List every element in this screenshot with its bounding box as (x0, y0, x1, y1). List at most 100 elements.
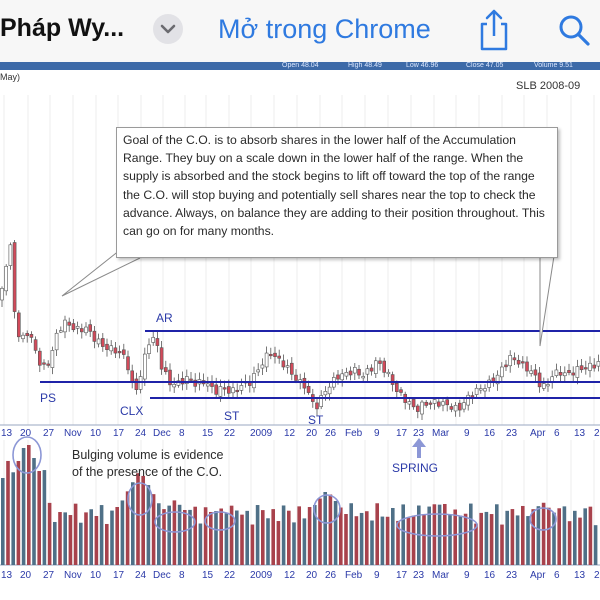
tick-label: 17 (113, 570, 125, 581)
tick-label: Mar (432, 570, 450, 581)
chevron-down-icon[interactable] (153, 14, 183, 44)
candle-body (8, 244, 13, 266)
candle-body (29, 334, 34, 338)
volume-bar (578, 517, 582, 565)
volume-bar (396, 520, 400, 565)
volume-bar (526, 516, 530, 565)
search-icon[interactable] (556, 12, 594, 50)
tick-label: 2 (594, 570, 600, 581)
volume-bar (157, 503, 161, 565)
volume-bar (307, 507, 312, 565)
tick-label: 10 (90, 428, 102, 439)
candle-body (12, 242, 17, 312)
candle-body (260, 364, 265, 369)
candle-body (21, 334, 25, 340)
tick-label: 22 (224, 428, 236, 439)
volume-bar (110, 510, 114, 565)
tick-label: 13 (574, 428, 586, 439)
tick-label: 22 (224, 570, 236, 581)
candle-body (520, 361, 525, 364)
candle-body (289, 362, 294, 375)
tick-label: 17 (113, 428, 125, 439)
candle-body (571, 372, 576, 376)
candle-body (117, 351, 122, 354)
tick-label: 12 (284, 428, 296, 439)
volume-bar (562, 506, 567, 565)
candle-body (583, 367, 588, 370)
candle-body (567, 370, 571, 374)
tick-label: Feb (345, 428, 363, 439)
candle-body (487, 379, 492, 388)
tick-label: 13 (1, 570, 13, 581)
volume-bar (177, 504, 182, 565)
tick-label: 20 (306, 428, 318, 439)
candle-body (558, 372, 563, 376)
candle-body (227, 386, 231, 394)
clx-label: CLX (120, 404, 144, 418)
volume-bar (58, 512, 62, 565)
candle-body (143, 353, 147, 380)
st-label-2: ST (308, 413, 324, 427)
candle-body (294, 374, 298, 381)
candle-body (214, 384, 218, 395)
candle-body (373, 360, 378, 374)
tick-label: 17 (396, 570, 408, 581)
open-in-chrome-link[interactable]: Mở trong Chrome (218, 14, 431, 44)
share-icon[interactable] (476, 8, 512, 52)
volume-bar (521, 505, 525, 565)
candle-body (525, 361, 529, 372)
candle-body (546, 384, 550, 387)
volume-bar (255, 505, 260, 565)
volume-bar (229, 505, 234, 565)
tick-label: 23 (506, 428, 518, 439)
volume-bar (432, 504, 437, 565)
volume-bar (359, 512, 364, 565)
volume-bar (515, 515, 520, 565)
volume-value: Volume 9.51 (534, 62, 573, 69)
candle-body (537, 372, 542, 388)
candle-body (306, 385, 311, 393)
candle-body (424, 401, 429, 406)
tick-label: 16 (484, 428, 496, 439)
candle-body (516, 359, 521, 365)
candle-body (206, 383, 210, 387)
tick-label: Nov (64, 428, 82, 439)
tick-label: 6 (554, 570, 560, 581)
volume-bar (391, 507, 395, 565)
volume-bar (141, 475, 145, 565)
candle-body (193, 379, 197, 387)
candle-body (512, 357, 517, 361)
volume-bar (219, 508, 223, 565)
candle-body (436, 401, 441, 407)
volume-bar (531, 509, 535, 565)
price-info-bar: Open 48.04 High 48.49 Low 46.96 Close 47… (0, 62, 600, 70)
volume-bar (557, 508, 561, 565)
high-value: High 48.49 (348, 62, 382, 69)
tick-label: 23 (413, 428, 425, 439)
volume-bar (146, 485, 151, 565)
candle-body (130, 370, 134, 382)
volume-bar (6, 460, 10, 565)
volume-bar (448, 514, 452, 565)
volume-bar (105, 523, 109, 565)
close-value: Close 47.05 (466, 62, 504, 69)
tick-label: 6 (554, 428, 560, 439)
candle-body (382, 360, 387, 373)
candle-body (466, 394, 471, 406)
volume-bar (47, 502, 52, 565)
candle-body (411, 399, 416, 408)
price-x-axis: 13 20 27 Nov 10 17 24 Dec 8 15 22 2009 12 20 26 Feb 9 17 2… (1, 428, 600, 439)
candle-body (101, 338, 105, 347)
candle-body (218, 386, 223, 397)
annotation-callout: Goal of the C.O. is to absorb shares in … (116, 127, 558, 258)
tick-label: 2009 (250, 428, 273, 439)
tick-label: 20 (20, 428, 32, 439)
volume-x-axis: 13 20 27 Nov 10 17 24 Dec 8 15 22 2009 12 20 26 Feb 9 17 2… (1, 570, 600, 581)
candle-body (596, 361, 600, 367)
candle-body (302, 377, 307, 389)
candle-body (0, 288, 4, 301)
volume-bar (354, 516, 359, 565)
tick-label: 23 (413, 570, 425, 581)
volume-bar (193, 506, 197, 565)
candle-body (474, 387, 479, 395)
